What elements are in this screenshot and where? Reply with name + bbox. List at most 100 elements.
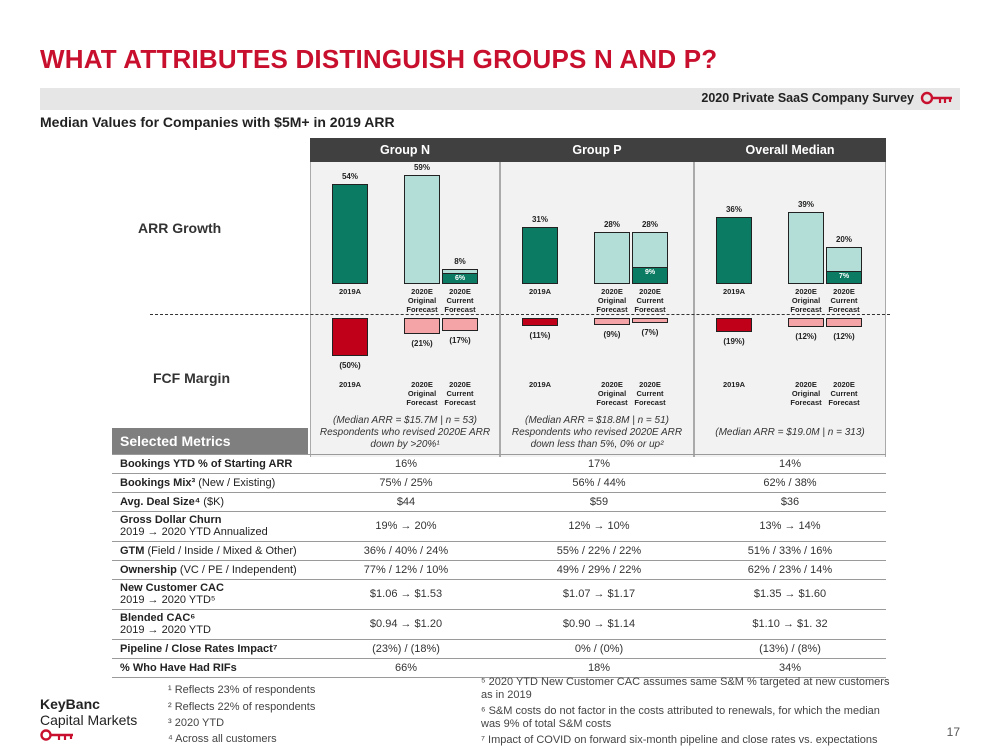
fcf-bar: [332, 318, 368, 356]
arr-bar: [522, 226, 558, 284]
x-label-line: Forecast: [790, 305, 822, 314]
metrics-header: Selected Metrics: [112, 428, 308, 454]
x-label-current: 2020E Current Forecast: [824, 287, 864, 314]
metric-value: 36% / 40% / 24%: [308, 540, 504, 560]
footnote: ² Reflects 22% of respondents: [168, 701, 316, 713]
fcf-value-label: (12%): [795, 332, 817, 341]
arr-value-label: 28%: [641, 220, 658, 230]
x-label-2019: 2019A: [528, 287, 552, 296]
x-label-current: 2020E Current Forecast: [630, 287, 670, 314]
x-label-original: 2020E Original Forecast: [592, 380, 632, 407]
fcf-value-label: (50%): [339, 360, 361, 370]
x-label-original: 2020E Original Forecast: [786, 380, 826, 407]
metric-value: 49% / 29% / 22%: [504, 559, 694, 579]
arr-value-label: 54%: [341, 172, 358, 182]
x-label-line: 2020E: [449, 287, 471, 296]
panel-note-line: down less than 5%, 0% or up²: [530, 439, 664, 450]
metric-value: 66%: [308, 657, 504, 678]
x-label-line: Original: [791, 296, 821, 305]
metrics-table: Selected Metrics Bookings YTD % of Start…: [112, 428, 886, 678]
metric-name-bold: Blended CAC⁶: [120, 612, 196, 624]
x-label-line: 2020E: [639, 380, 661, 389]
metric-value: 62% / 38%: [694, 472, 886, 492]
x-label-line: Forecast: [790, 398, 822, 407]
metric-value: 13% → 14%: [694, 510, 886, 541]
x-label-current: 2020E Current Forecast: [440, 287, 480, 314]
metric-name-line2: 2019 → 2020 YTD⁵: [120, 594, 216, 606]
metric-value: $1.07 → $1.17: [504, 578, 694, 609]
x-label-line: Original: [597, 296, 627, 305]
panel-note-group-p: (Median ARR = $18.8M | n = 51) Responden…: [502, 415, 692, 451]
metric-name-line2: 2019 → 2020 YTD Annualized: [120, 526, 268, 538]
panel-group-p: [500, 162, 694, 457]
arr-bar: [716, 217, 752, 284]
fcf-bar: [442, 318, 478, 331]
footnote: ³ 2020 YTD: [168, 717, 225, 729]
x-label-line: Original: [407, 296, 437, 305]
x-label-original: 2020E Original Forecast: [786, 287, 826, 314]
x-label-current: 2020E Current Forecast: [440, 380, 480, 407]
metric-name: Blended CAC⁶ 2019 → 2020 YTD: [112, 608, 308, 639]
zero-baseline: [150, 314, 890, 315]
fcf-value-label: (11%): [529, 331, 551, 341]
metric-value: 18%: [504, 657, 694, 678]
metric-name-bold: Ownership: [120, 563, 177, 576]
x-label-line: 2020E: [639, 287, 661, 296]
arr-bar: [788, 211, 824, 284]
table-row: Bookings YTD % of Starting ARR 16% 17% 14%: [112, 453, 886, 473]
column-header-group-n: Group N: [310, 138, 500, 162]
panel-note-line: Respondents who revised 2020E ARR: [319, 427, 491, 438]
x-label-line: 2020E: [449, 380, 471, 389]
fcf-value-label: (12%): [833, 332, 855, 341]
metric-value: $1.06 → $1.53: [308, 578, 504, 609]
metric-value: $59: [504, 491, 694, 511]
table-row: Bookings Mix³ (New / Existing) 75% / 25% 5…: [112, 472, 886, 492]
metric-value: $0.94 → $1.20: [308, 608, 504, 639]
fcf-bar: [716, 318, 752, 333]
metric-name: GTM (Field / Inside / Mixed & Other): [112, 540, 308, 560]
metric-value: 55% / 22% / 22%: [504, 540, 694, 560]
arr-bar: [404, 174, 440, 284]
arr-inner-bar: [442, 272, 478, 284]
metric-value: 0% / (0%): [504, 638, 694, 658]
metric-value: (13%) / (8%): [694, 638, 886, 658]
fcf-bar: [522, 318, 558, 327]
metric-name: Ownership (VC / PE / Independent): [112, 559, 308, 579]
arr-inner-bar: [632, 267, 668, 284]
x-label-line: Forecast: [828, 398, 860, 407]
fcf-bar: [594, 318, 630, 325]
table-row: Pipeline / Close Rates Impact⁷ (23%) / (1…: [112, 638, 886, 658]
x-label-line: Forecast: [596, 305, 628, 314]
metric-value: 12% → 10%: [504, 510, 694, 541]
metric-name: Pipeline / Close Rates Impact⁷: [112, 638, 308, 658]
x-label-line: Original: [791, 389, 821, 398]
x-label-line: Current: [636, 389, 664, 398]
survey-label: 2020 Private SaaS Company Survey: [701, 91, 914, 105]
metric-name-detail: ($K): [200, 495, 225, 508]
arr-inner-label: 9%: [644, 269, 656, 277]
panel-note-line: (Median ARR = $18.8M | n = 51): [525, 415, 669, 426]
panel-note-group-n: (Median ARR = $15.7M | n = 53) Responden…: [312, 415, 498, 451]
metric-name-bold: Gross Dollar Churn: [120, 514, 222, 526]
fcf-bar: [632, 318, 668, 324]
panel-note-line: Respondents who revised 2020E ARR: [511, 427, 683, 438]
metric-value: $1.10 → $1. 32: [694, 608, 886, 639]
metric-name: Bookings Mix³ (New / Existing): [112, 472, 308, 492]
footnote: ¹ Reflects 23% of respondents: [168, 684, 316, 696]
x-label-line: 2020E: [795, 380, 817, 389]
column-header-overall-median: Overall Median: [694, 138, 886, 162]
metric-value: 77% / 12% / 10%: [308, 559, 504, 579]
page-number: 17: [946, 725, 960, 739]
panel-note-overall: (Median ARR = $19.0M | n = 313): [696, 427, 884, 439]
x-label-line: 2020E: [601, 380, 623, 389]
metric-value: 19% → 20%: [308, 510, 504, 541]
table-row: Ownership (VC / PE / Independent) 77% / 1…: [112, 559, 886, 579]
table-row: Blended CAC⁶ 2019 → 2020 YTD $0.94 → $1.20…: [112, 608, 886, 639]
arr-inner-label: 7%: [838, 273, 850, 281]
metric-name: Gross Dollar Churn 2019 → 2020 YTD Annual…: [112, 510, 308, 541]
x-label-line: Original: [407, 389, 437, 398]
x-label-2019: 2019A: [338, 380, 362, 389]
footnote: ⁴ Across all customers: [168, 733, 277, 745]
logo-line2: Capital Markets: [40, 712, 138, 728]
keybanc-logo: KeyBanc Capital Markets: [40, 696, 137, 728]
